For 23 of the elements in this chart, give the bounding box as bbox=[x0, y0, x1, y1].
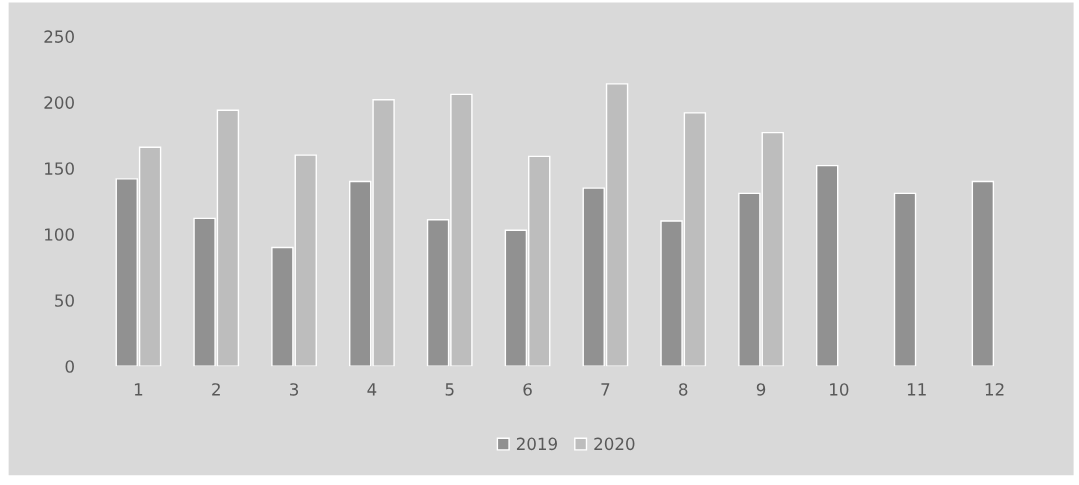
y-tick-label: 50 bbox=[55, 294, 74, 307]
bar bbox=[971, 180, 995, 367]
x-tick-label: 3 bbox=[290, 383, 299, 396]
y-tick-label: 150 bbox=[45, 162, 74, 175]
x-tick-label: 4 bbox=[367, 383, 377, 396]
x-tick-label: 12 bbox=[985, 383, 1004, 396]
x-tick-label: 8 bbox=[679, 383, 688, 396]
y-tick-label: 100 bbox=[45, 228, 74, 241]
x-tick-label: 6 bbox=[523, 383, 532, 396]
legend-label: 2020 bbox=[594, 437, 635, 451]
legend-label: 2019 bbox=[516, 437, 557, 451]
x-tick-label: 9 bbox=[756, 383, 766, 396]
x-tick-label: 2 bbox=[212, 383, 220, 396]
x-tick-label: 5 bbox=[445, 383, 454, 396]
y-tick-label: 0 bbox=[65, 360, 74, 373]
x-tick-label: 10 bbox=[830, 383, 849, 396]
x-tick-label: 11 bbox=[907, 383, 926, 396]
y-tick-label: 200 bbox=[44, 96, 74, 109]
bar bbox=[816, 164, 839, 367]
y-tick-label: 250 bbox=[44, 30, 74, 43]
x-tick-label: 7 bbox=[601, 383, 610, 396]
x-tick-label: 1 bbox=[134, 383, 143, 396]
bar bbox=[893, 192, 917, 367]
